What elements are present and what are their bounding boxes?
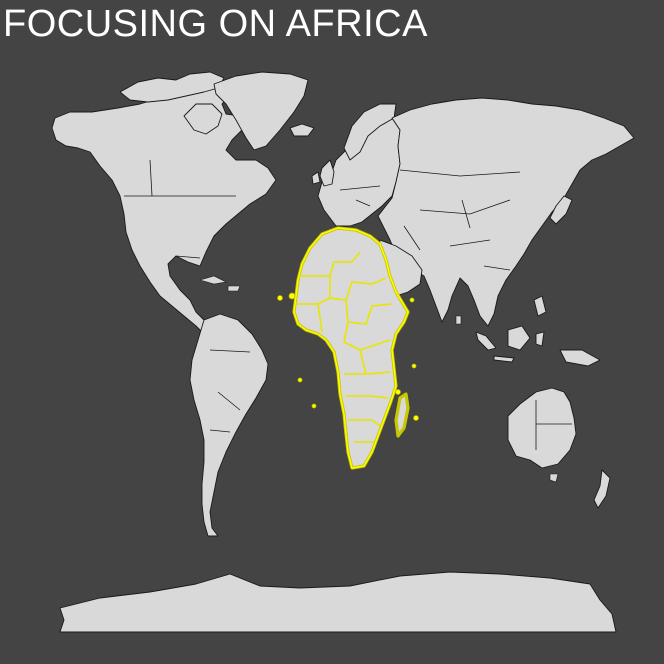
landmass-madagascar	[394, 392, 410, 438]
landmass-antarctica	[59, 571, 617, 633]
landmass-greenland	[213, 71, 309, 151]
landmass-tasmania	[549, 473, 559, 483]
island-socotra	[409, 297, 415, 303]
island-cape-verde	[277, 295, 283, 301]
borders-americas	[124, 159, 251, 433]
landmass-south-america	[189, 313, 269, 537]
landmass-cuba	[198, 275, 227, 285]
island-comoros	[395, 389, 401, 395]
island-mauritius	[413, 415, 419, 421]
landmass-iceland	[289, 123, 315, 137]
landmass-japan	[549, 195, 573, 225]
landmass-baffin	[183, 103, 223, 135]
landmass-philippines	[533, 295, 547, 317]
landmass-ireland	[311, 171, 321, 185]
landmass-great-britain	[319, 159, 335, 187]
africa-country-borders	[296, 251, 393, 443]
landmass-asia	[377, 97, 635, 327]
island-canaries	[288, 292, 296, 300]
island-ascension	[311, 403, 317, 409]
borders-eurasia	[339, 169, 521, 271]
landmass-sulawesi	[535, 331, 545, 347]
landmass-borneo	[507, 325, 531, 351]
landmass-sumatra	[475, 331, 497, 351]
island-saint-helena	[297, 377, 303, 383]
landmass-java	[493, 355, 515, 363]
landmass-sri-lanka	[455, 315, 462, 325]
landmass-new-zealand	[593, 469, 611, 509]
africa-outline	[293, 227, 409, 469]
map-title: FOCUSING ON AFRICA	[3, 3, 428, 45]
landmass-new-guinea	[559, 349, 601, 367]
landmass-australia	[507, 387, 577, 469]
landmass-hispaniola	[227, 285, 241, 292]
borders-australia	[535, 400, 572, 450]
island-seychelles	[411, 363, 417, 369]
